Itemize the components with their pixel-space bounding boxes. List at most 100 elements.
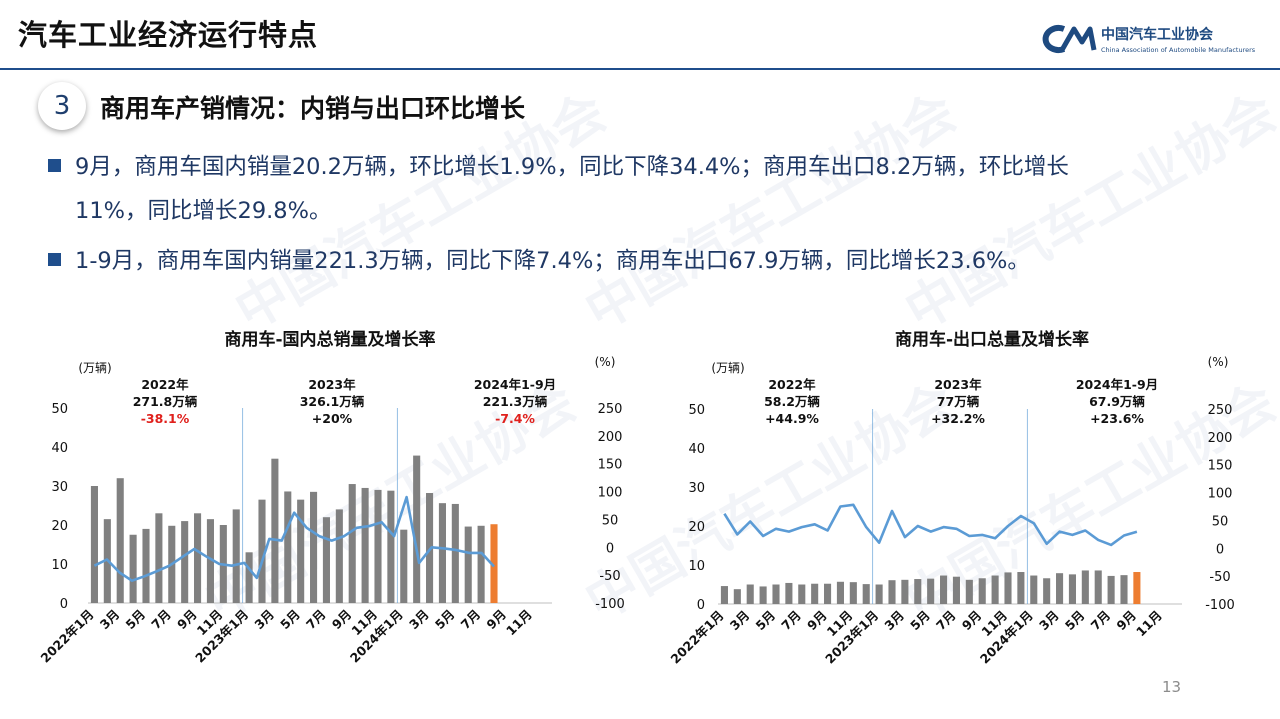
bar [798, 584, 806, 604]
bar [875, 584, 883, 604]
x-tick-label: 3月 [1036, 608, 1062, 634]
y2-tick-label: 250 [598, 402, 623, 417]
y2-tick-label: -100 [595, 597, 625, 612]
y-tick-label: 0 [697, 598, 705, 613]
bar [849, 582, 857, 604]
bar [888, 580, 896, 604]
y2-tick-label: -50 [1209, 570, 1230, 585]
bar [862, 584, 870, 604]
bullet-text: 11%，同比增长29.8%。 [75, 198, 332, 224]
bullet-text: 9月，商用车国内销量20.2万辆，环比增长1.9%，同比下降34.4%；商用车出… [75, 154, 1069, 180]
y2-tick-label: 50 [602, 513, 619, 528]
bar [129, 534, 137, 603]
x-tick-label: 7月 [778, 608, 804, 634]
y-tick-label: 20 [688, 520, 705, 535]
y2-tick-label: 0 [606, 541, 614, 556]
bar [361, 487, 369, 603]
bar [206, 519, 214, 603]
bullet-point: 1-9月，商用车国内销量221.3万辆，同比下降7.4%；商用车出口67.9万辆… [48, 240, 1258, 282]
chart-title: 商用车-国内总销量及增长率 [224, 329, 435, 350]
x-tick-label: 2022年1月 [38, 607, 97, 666]
x-tick-label: 7月 [148, 607, 174, 633]
bar [772, 584, 780, 604]
annotation-growth: +32.2% [931, 411, 985, 426]
bar [142, 528, 150, 603]
domestic-sales-chart: 商用车-国内总销量及增长率 (万辆) (%) 0 10 20 30 40 50 -100 -50 0 5… [38, 329, 625, 666]
bar [271, 458, 279, 603]
logo-text-cn: 中国汽车工业协会 [1101, 27, 1213, 43]
annotation-growth: +20% [312, 411, 353, 426]
bar [400, 529, 408, 603]
y-tick-label: 50 [688, 403, 705, 418]
bar [194, 513, 202, 603]
y-tick-label: 50 [51, 402, 68, 417]
x-tick-label: 3月 [406, 607, 432, 633]
annotation-growth: +44.9% [765, 411, 819, 426]
bar [720, 586, 728, 604]
annotation-growth: -38.1% [141, 411, 190, 426]
bar [978, 578, 986, 604]
bar [1004, 572, 1012, 604]
section-title: 商用车产销情况：内销与出口环比增长 [100, 94, 526, 123]
bar [374, 489, 382, 603]
annotation-growth: -7.4% [495, 411, 535, 426]
y-tick-label: 10 [51, 558, 68, 573]
annotation-year: 2022年 [141, 377, 189, 392]
bar [785, 582, 793, 604]
annotation-value: 58.2万辆 [764, 394, 820, 409]
y2-tick-label: 100 [598, 486, 623, 501]
bar [258, 499, 266, 603]
bar [811, 583, 819, 604]
bullet-square-icon [48, 253, 61, 266]
logo-text-en: China Association of Automobile Manufact… [1101, 46, 1256, 54]
x-tick-label: 5月 [1062, 608, 1088, 634]
annotation-value: 67.9万辆 [1089, 394, 1145, 409]
growth-rate-line [93, 495, 495, 583]
annotation-value: 221.3万辆 [483, 394, 548, 409]
bar [836, 581, 844, 604]
bar [322, 517, 330, 603]
bar [759, 586, 767, 604]
x-tick-label: 5月 [277, 607, 303, 633]
y-tick-label: 40 [51, 441, 68, 456]
annotation-value: 271.8万辆 [133, 394, 198, 409]
x-tick-label: 7月 [458, 607, 484, 633]
watermark: 中国汽车工业协会 [895, 82, 1280, 343]
page-number: 13 [1162, 678, 1182, 696]
bullet-text: 1-9月，商用车国内销量221.3万辆，同比下降7.4%；商用车出口67.9万辆… [75, 248, 1030, 274]
annotation-value: 326.1万辆 [300, 394, 365, 409]
y2-axis-unit-label: (%) [595, 355, 616, 369]
bar [1107, 575, 1115, 604]
bar-highlight [1133, 572, 1141, 604]
bar [991, 575, 999, 604]
annotation-year: 2023年 [934, 377, 982, 392]
bar [477, 525, 485, 603]
annotation-growth: +23.6% [1090, 411, 1144, 426]
bar [1043, 578, 1051, 604]
x-tick-label: 7月 [933, 608, 959, 634]
x-tick-label: 2022年1月 [668, 608, 727, 667]
caam-logo-mark [1042, 25, 1097, 53]
bar [965, 579, 973, 604]
export-sales-chart: 商用车-出口总量及增长率 (万辆) (%) 0 10 20 30 40 50 -100 -50 0 50… [668, 329, 1235, 667]
header-divider [0, 68, 1280, 70]
bar [451, 503, 459, 603]
x-tick-label: 5月 [907, 608, 933, 634]
y2-tick-label: 200 [1208, 431, 1233, 446]
bar [348, 484, 356, 603]
y2-tick-label: 200 [598, 430, 623, 445]
bar [245, 552, 253, 603]
y-tick-label: 30 [688, 481, 705, 496]
annotation-year: 2024年1-9月 [474, 377, 556, 392]
y2-tick-label: 50 [1212, 514, 1229, 529]
bullet-continuation: 11%，同比增长29.8%。 [75, 190, 332, 232]
bar [1094, 570, 1102, 604]
bar [284, 491, 292, 603]
bar [1068, 574, 1076, 604]
y-tick-label: 0 [60, 597, 68, 612]
bar [1056, 573, 1064, 604]
x-tick-label: 3月 [881, 608, 907, 634]
x-tick-label: 7月 [303, 607, 329, 633]
y-axis-unit-label: (万辆) [78, 361, 111, 375]
y-axis-unit-label: (万辆) [711, 361, 744, 375]
